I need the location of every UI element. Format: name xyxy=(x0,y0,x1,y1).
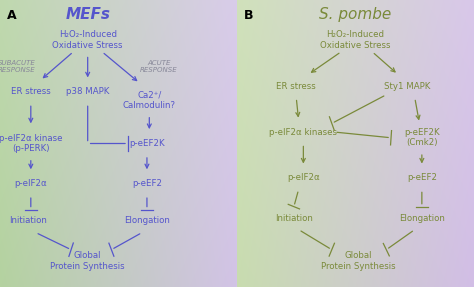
Text: p-eIF2α: p-eIF2α xyxy=(287,173,320,183)
Text: p-eEF2K
(Cmk2): p-eEF2K (Cmk2) xyxy=(404,128,440,148)
Text: Elongation: Elongation xyxy=(124,216,170,226)
Text: Initiation: Initiation xyxy=(275,214,313,223)
Text: p38 MAPK: p38 MAPK xyxy=(66,87,109,96)
Text: H₂O₂-Induced
Oxidative Stress: H₂O₂-Induced Oxidative Stress xyxy=(320,30,391,50)
Text: Ca2⁺/
Calmodulin?: Ca2⁺/ Calmodulin? xyxy=(123,91,176,110)
Text: Global
Protein Synthesis: Global Protein Synthesis xyxy=(320,251,395,271)
Text: p-eIF2α kinase
(p-PERK): p-eIF2α kinase (p-PERK) xyxy=(0,134,63,153)
Text: p-eIF2α: p-eIF2α xyxy=(14,179,47,188)
Text: SUBACUTE
RESPONSE: SUBACUTE RESPONSE xyxy=(0,59,36,73)
Text: H₂O₂-Induced
Oxidative Stress: H₂O₂-Induced Oxidative Stress xyxy=(53,30,123,50)
Text: Elongation: Elongation xyxy=(399,214,445,223)
Text: A: A xyxy=(7,9,17,22)
Text: Global
Protein Synthesis: Global Protein Synthesis xyxy=(50,251,125,271)
Text: Initiation: Initiation xyxy=(9,216,47,226)
Text: ER stress: ER stress xyxy=(11,87,51,96)
Text: p-eEF2K: p-eEF2K xyxy=(129,139,165,148)
Text: p-eEF2: p-eEF2 xyxy=(407,173,437,183)
Text: p-eIF2α kinases: p-eIF2α kinases xyxy=(269,127,337,137)
Text: ER stress: ER stress xyxy=(276,82,316,91)
Text: p-eEF2: p-eEF2 xyxy=(132,179,162,188)
Text: MEFs: MEFs xyxy=(65,7,110,22)
Text: ACUTE
RESPONSE: ACUTE RESPONSE xyxy=(140,59,178,73)
Text: Sty1 MAPK: Sty1 MAPK xyxy=(384,82,431,91)
Text: B: B xyxy=(244,9,254,22)
Text: S. pombe: S. pombe xyxy=(319,7,392,22)
